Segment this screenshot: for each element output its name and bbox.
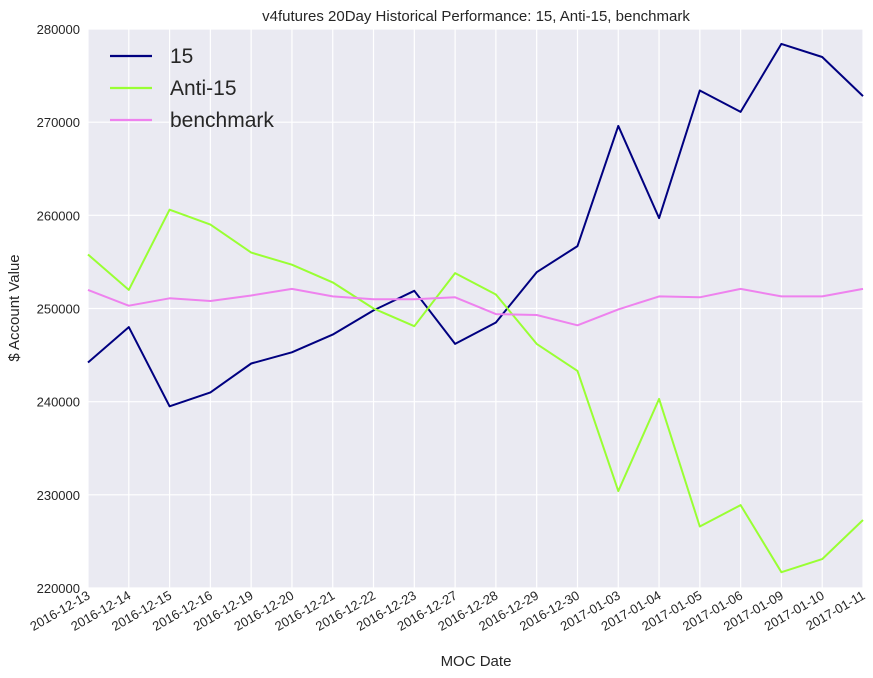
y-tick-label: 260000 xyxy=(37,208,80,223)
chart-title: v4futures 20Day Historical Performance: … xyxy=(262,8,690,25)
x-axis-ticks: 2016-12-132016-12-142016-12-152016-12-16… xyxy=(27,588,867,634)
y-tick-label: 280000 xyxy=(37,22,80,37)
series-line-benchmark xyxy=(87,287,864,327)
series-lines xyxy=(87,42,864,574)
y-tick-label: 220000 xyxy=(37,581,80,596)
series-line-15 xyxy=(87,42,864,408)
y-tick-label: 230000 xyxy=(37,488,80,503)
y-axis-ticks: 220000 230000 240000 250000 260000 270000 2800… xyxy=(37,22,80,596)
y-tick-label: 270000 xyxy=(37,115,80,130)
y-tick-label: 240000 xyxy=(37,395,80,410)
y-axis-title: $ Account Value xyxy=(6,254,23,361)
series-line-anti-15 xyxy=(87,208,864,574)
legend: 15 Anti-15 benchmark xyxy=(110,45,274,132)
legend-label: Anti-15 xyxy=(170,77,237,100)
y-tick-label: 250000 xyxy=(37,302,80,317)
legend-label: 15 xyxy=(170,45,193,68)
x-axis-title: MOC Date xyxy=(441,653,512,670)
legend-label: benchmark xyxy=(170,109,274,132)
